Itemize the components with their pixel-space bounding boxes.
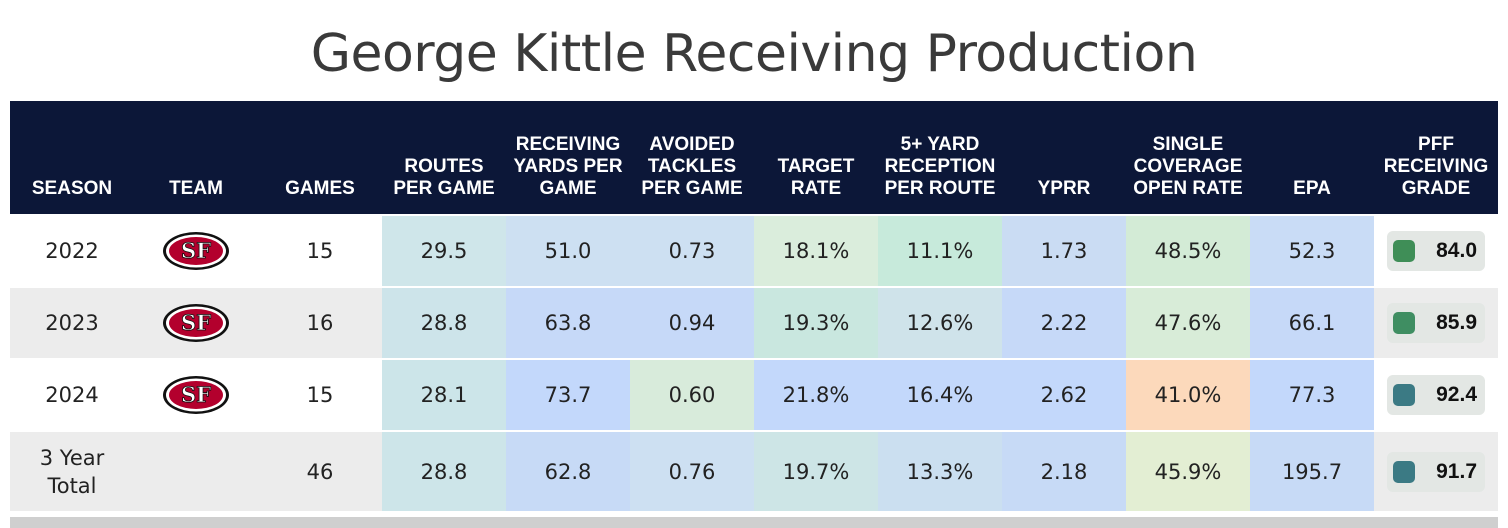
- yprr-cell: 2.62: [1002, 358, 1126, 431]
- grade-badge: 85.9: [1387, 303, 1485, 343]
- epa-cell: 195.7: [1250, 430, 1374, 511]
- header-row: SEASON TEAM GAMES ROUTES PER GAME RECEIV…: [10, 101, 1498, 215]
- header-target-rate: TARGET RATE: [754, 101, 878, 215]
- table-row: 2023 SF 16 28.8 63.8 0.94 19.3% 12.6% 2.22 47.6% 6…: [10, 286, 1498, 359]
- 49ers-logo-icon: SF: [163, 232, 229, 270]
- grade-swatch: [1393, 240, 1415, 262]
- epa-cell: 66.1: [1250, 286, 1374, 359]
- epa-cell: 52.3: [1250, 214, 1374, 287]
- 49ers-logo-icon: SF: [163, 376, 229, 414]
- games-cell: 46: [258, 430, 382, 511]
- team-cell: [134, 430, 258, 511]
- grade-value: 92.4: [1436, 383, 1477, 406]
- header-avoided-tackles: AVOIDED TACKLES PER GAME: [630, 101, 754, 215]
- rec-yards-cell: 63.8: [506, 286, 630, 359]
- header-yprr: YPRR: [1002, 101, 1126, 215]
- games-cell: 16: [258, 286, 382, 359]
- target-cell: 19.7%: [754, 430, 878, 511]
- five-plus-cell: 12.6%: [878, 286, 1002, 359]
- header-season: SEASON: [10, 101, 134, 215]
- svg-text:SF: SF: [181, 310, 211, 335]
- svg-text:SF: SF: [181, 238, 211, 263]
- season-value: 2024: [45, 383, 99, 407]
- single-cov-cell: 48.5%: [1126, 214, 1250, 287]
- single-cov-cell: 41.0%: [1126, 358, 1250, 431]
- season-cell: 2022: [10, 214, 134, 287]
- page-title: George Kittle Receiving Production: [310, 24, 1198, 84]
- single-cov-cell: 45.9%: [1126, 430, 1250, 511]
- routes-cell: 28.8: [382, 430, 506, 511]
- header-routes: ROUTES PER GAME: [382, 101, 506, 215]
- table-footer-bar: [10, 517, 1498, 528]
- season-cell: 2024: [10, 358, 134, 431]
- avoided-cell: 0.73: [630, 214, 754, 287]
- header-five-plus: 5+ YARD RECEPTION PER ROUTE: [878, 101, 1002, 215]
- games-cell: 15: [258, 358, 382, 431]
- season-value: 2023: [45, 311, 99, 335]
- header-epa: EPA: [1250, 101, 1374, 215]
- 49ers-logo-icon: SF: [163, 304, 229, 342]
- table-row: 3 Year Total 46 28.8 62.8 0.76 19.7% 13.3% 2.18…: [10, 430, 1498, 511]
- routes-cell: 29.5: [382, 214, 506, 287]
- epa-cell: 77.3: [1250, 358, 1374, 431]
- yprr-cell: 1.73: [1002, 214, 1126, 287]
- table-row: 2022 SF 15 29.5 51.0 0.73 18.1% 11.1% 1.73 48.5% 5…: [10, 214, 1498, 287]
- avoided-cell: 0.94: [630, 286, 754, 359]
- header-grade: PFF RECEIVING GRADE: [1374, 101, 1498, 215]
- team-cell: SF: [134, 214, 258, 287]
- season-value: 3 Year Total: [39, 445, 105, 498]
- grade-swatch: [1393, 460, 1415, 483]
- grade-value: 91.7: [1436, 459, 1477, 483]
- grade-badge: 92.4: [1387, 375, 1485, 415]
- games-cell: 15: [258, 214, 382, 287]
- grade-cell: 84.0: [1374, 214, 1498, 287]
- routes-cell: 28.1: [382, 358, 506, 431]
- grade-value: 85.9: [1436, 311, 1477, 334]
- grade-swatch: [1393, 312, 1415, 334]
- target-cell: 18.1%: [754, 214, 878, 287]
- team-cell: SF: [134, 286, 258, 359]
- grade-badge: 91.7: [1387, 451, 1485, 492]
- grade-value: 84.0: [1436, 239, 1477, 262]
- single-cov-cell: 47.6%: [1126, 286, 1250, 359]
- yprr-cell: 2.22: [1002, 286, 1126, 359]
- receiving-stats-table: SEASON TEAM GAMES ROUTES PER GAME RECEIV…: [10, 101, 1498, 511]
- yprr-cell: 2.18: [1002, 430, 1126, 511]
- five-plus-cell: 13.3%: [878, 430, 1002, 511]
- routes-cell: 28.8: [382, 286, 506, 359]
- avoided-cell: 0.60: [630, 358, 754, 431]
- table-row: 2024 SF 15 28.1 73.7 0.60 21.8% 16.4% 2.62 41.0% 7…: [10, 358, 1498, 431]
- season-value: 2022: [45, 239, 99, 263]
- target-cell: 21.8%: [754, 358, 878, 431]
- header-games: GAMES: [258, 101, 382, 215]
- svg-text:SF: SF: [181, 382, 211, 407]
- header-single-coverage: SINGLE COVERAGE OPEN RATE: [1126, 101, 1250, 215]
- table-body: 2022 SF 15 29.5 51.0 0.73 18.1% 11.1% 1.73 48.5% 5…: [10, 214, 1498, 511]
- grade-cell: 91.7: [1374, 430, 1498, 511]
- header-receiving-yards: RECEIVING YARDS PER GAME: [506, 101, 630, 215]
- rec-yards-cell: 62.8: [506, 430, 630, 511]
- season-cell: 3 Year Total: [10, 430, 134, 511]
- grade-cell: 92.4: [1374, 358, 1498, 431]
- team-cell: SF: [134, 358, 258, 431]
- rec-yards-cell: 51.0: [506, 214, 630, 287]
- target-cell: 19.3%: [754, 286, 878, 359]
- grade-cell: 85.9: [1374, 286, 1498, 359]
- grade-swatch: [1393, 384, 1415, 406]
- avoided-cell: 0.76: [630, 430, 754, 511]
- grade-badge: 84.0: [1387, 231, 1485, 271]
- five-plus-cell: 11.1%: [878, 214, 1002, 287]
- season-cell: 2023: [10, 286, 134, 359]
- five-plus-cell: 16.4%: [878, 358, 1002, 431]
- header-team: TEAM: [134, 101, 258, 215]
- rec-yards-cell: 73.7: [506, 358, 630, 431]
